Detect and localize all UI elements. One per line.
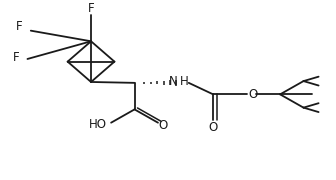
Text: O: O: [248, 88, 258, 101]
Text: O: O: [158, 119, 168, 132]
Text: O: O: [209, 121, 218, 134]
Text: H: H: [180, 75, 188, 89]
Text: N: N: [169, 75, 178, 89]
Text: F: F: [88, 2, 94, 15]
Text: F: F: [16, 20, 23, 33]
Text: F: F: [12, 51, 19, 64]
Text: HO: HO: [89, 118, 107, 131]
